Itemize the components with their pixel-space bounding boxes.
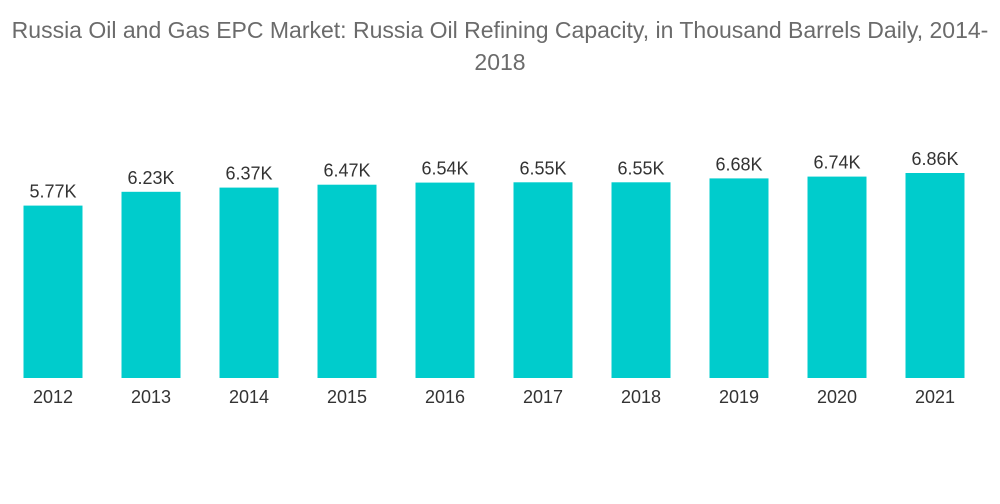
bar-2012 <box>23 205 83 378</box>
data-label-2020: 6.74K <box>813 153 860 173</box>
x-tick-2019: 2019 <box>719 387 759 407</box>
chart-title: Russia Oil and Gas EPC Market: Russia Oi… <box>11 17 989 75</box>
bar-2021 <box>905 173 965 378</box>
x-tick-2021: 2021 <box>915 387 955 407</box>
x-tick-2020: 2020 <box>817 387 857 407</box>
bar-2013 <box>121 191 181 378</box>
bar-2019 <box>709 178 769 378</box>
x-tick-2014: 2014 <box>229 387 269 407</box>
data-label-2013: 6.23K <box>127 168 174 188</box>
bar-2020 <box>807 176 867 378</box>
bar-2016 <box>415 182 475 378</box>
bar-2017 <box>513 182 573 378</box>
x-axis-tick-labels: 2012 2013 2014 2015 2016 2017 2018 2019 2020 2021 <box>33 387 955 407</box>
x-tick-2013: 2013 <box>131 387 171 407</box>
bars-layer <box>23 173 965 378</box>
bar-2018 <box>611 182 671 378</box>
data-label-2019: 6.68K <box>715 154 762 174</box>
x-tick-2016: 2016 <box>425 387 465 407</box>
bar-2015 <box>317 184 377 378</box>
x-tick-2012: 2012 <box>33 387 73 407</box>
data-label-2017: 6.55K <box>519 158 566 178</box>
x-tick-2015: 2015 <box>327 387 367 407</box>
x-tick-2018: 2018 <box>621 387 661 407</box>
data-label-2016: 6.54K <box>421 159 468 179</box>
data-labels-layer: 5.77K 6.23K 6.37K 6.47K 6.54K 6.55K 6.55K 6.68K… <box>29 149 958 202</box>
x-tick-2017: 2017 <box>523 387 563 407</box>
data-label-2021: 6.86K <box>911 149 958 169</box>
bar-2014 <box>219 187 279 378</box>
data-label-2014: 6.37K <box>225 164 272 184</box>
data-label-2015: 6.47K <box>323 161 370 181</box>
data-label-2012: 5.77K <box>29 182 76 202</box>
data-label-2018: 6.55K <box>617 158 664 178</box>
